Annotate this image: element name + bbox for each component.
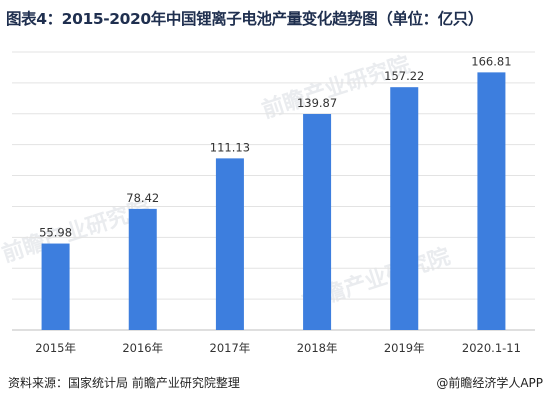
x-tick-label: 2019年	[384, 341, 425, 355]
bar	[303, 113, 332, 331]
x-tick-label: 2018年	[297, 341, 338, 355]
bar	[128, 208, 157, 330]
value-label: 166.81	[471, 54, 511, 68]
bar	[390, 87, 419, 331]
value-labels: 55.98 78.42 111.13 139.87 157.22 166.81	[39, 54, 511, 239]
x-tick-label: 2015年	[35, 341, 76, 355]
x-tick-label: 2016年	[122, 341, 163, 355]
footer: 资料来源：国家统计局 前瞻产业研究院整理 @前瞻经济学人APP	[0, 371, 549, 393]
watermark-text: 前瞻产业研究院	[259, 51, 414, 123]
value-label: 111.13	[210, 140, 250, 154]
bar	[477, 72, 506, 331]
value-label: 157.22	[384, 69, 424, 83]
bar	[215, 158, 244, 330]
x-tick-label: 2017年	[210, 341, 251, 355]
value-label: 139.87	[297, 96, 337, 110]
bar	[41, 243, 70, 330]
value-label: 55.98	[39, 226, 72, 240]
value-label: 78.42	[126, 191, 159, 205]
x-tick-label: 2020.1-11	[462, 341, 521, 355]
x-tick-labels: 2015年 2016年 2017年 2018年 2019年 2020.1-11	[35, 341, 521, 355]
source-text: 资料来源：国家统计局 前瞻产业研究院整理	[8, 376, 240, 390]
gridlines	[12, 51, 535, 331]
bars	[41, 72, 506, 331]
credit-text: @前瞻经济学人APP	[436, 376, 543, 390]
chart-title: 图表4：2015-2020年中国锂离子电池产量变化趋势图（单位：亿只）	[6, 10, 483, 28]
